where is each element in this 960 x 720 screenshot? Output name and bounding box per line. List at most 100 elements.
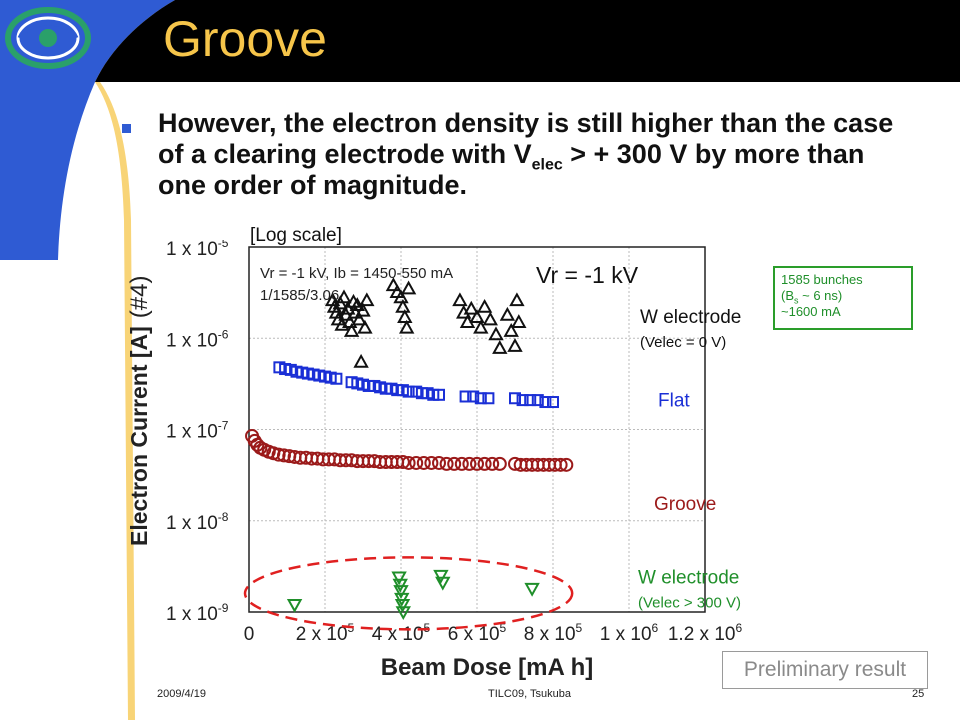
- flat-label: Flat: [658, 390, 690, 411]
- w-electrode-0v-point: [359, 292, 375, 307]
- w-electrode-0v-point: [336, 289, 352, 304]
- groove-point: [401, 455, 416, 470]
- groove-point: [462, 456, 477, 471]
- w-electrode-0v-point: [476, 298, 493, 313]
- w-electrode-0v-point: [385, 277, 402, 292]
- w-electrode-0v-point: [395, 298, 411, 313]
- x-axis-label: Beam Dose [mA h]: [381, 654, 593, 680]
- info-line-2: (Bs ~ 6 ns): [781, 288, 905, 306]
- y-axis-title: Electron Current [A]: [126, 326, 152, 546]
- highlight-ellipse: [243, 556, 574, 631]
- y-axis-label: Electron Current [A] (#4): [126, 276, 153, 546]
- w-electrode-0v-point: [511, 314, 527, 328]
- x-tick-label: 0: [244, 624, 255, 645]
- w-electrode-0v-point: [473, 319, 489, 334]
- w-electrode-0v-point: [463, 300, 479, 315]
- groove-point: [454, 456, 469, 471]
- w-electrode-300v-point: [392, 578, 408, 593]
- plot-frame: [248, 246, 706, 613]
- w-electrode-300v-point: [433, 569, 449, 584]
- flat-point: [467, 390, 480, 403]
- w-electrode-300v-label-condition: (Velec > 300 V): [638, 595, 741, 612]
- groove-point: [447, 456, 462, 471]
- groove-point: [477, 456, 492, 471]
- footer-page-number: 25: [912, 688, 925, 700]
- flat-point: [531, 394, 544, 407]
- y-axis-extra-label: (#4): [126, 276, 153, 319]
- flat-point: [547, 396, 559, 409]
- x-tick-label: 4 x 105: [372, 621, 431, 645]
- bullet-text-part2: > + 300 V by more than one order of magn…: [158, 139, 865, 200]
- w-electrode-0v-point: [482, 311, 498, 326]
- y-tick-label: 1 x 10-8: [166, 510, 229, 534]
- flat-point: [539, 396, 552, 409]
- w-electrode-0v-point: [343, 322, 360, 337]
- groove-point: [395, 455, 410, 470]
- series-labels: W electrode (Velec = 0 V) Flat Groove W elec…: [638, 307, 741, 612]
- x-tick-label: 6 x 105: [448, 621, 507, 645]
- y-tick-label: 1 x 10-5: [166, 240, 229, 260]
- groove-point: [432, 455, 446, 470]
- flat-point: [516, 394, 529, 407]
- inset-annotation: Vr = -1 kV, Ib = 1450-550 mA 1/1585/3.06: [260, 265, 453, 304]
- info-line-3: ~1600 mA: [781, 304, 841, 319]
- w-electrode-300v-point: [395, 606, 411, 621]
- w-electrode-300v-point: [393, 585, 409, 600]
- bullet-text-subscript: elec: [531, 156, 563, 174]
- y-tick-labels: 1 x 10-5 1 x 10-6 1 x 10-7 1 x 10-8 1 x 10-9: [166, 240, 229, 625]
- flat-point: [524, 394, 537, 407]
- groove-point: [439, 456, 454, 471]
- info-line-2-pre: (B: [781, 288, 794, 303]
- groove-point: [416, 455, 431, 470]
- info-line-2-sub: s: [794, 295, 799, 306]
- left-blue-swoosh: [0, 82, 95, 260]
- w-electrode-0v-point: [492, 340, 508, 354]
- groove-point: [485, 456, 500, 471]
- w-electrode-300v-point: [286, 598, 303, 613]
- vr-label: Vr = -1 kV: [536, 262, 639, 288]
- groove-point: [492, 456, 507, 471]
- w-electrode-0v-point: [503, 322, 519, 337]
- log-scale-label: [Log scale]: [250, 225, 342, 246]
- w-electrode-0v-point: [399, 319, 415, 334]
- footer-date: 2009/4/19: [157, 688, 206, 700]
- w-electrode-0v-point: [357, 319, 373, 334]
- title-bar: [95, 0, 960, 82]
- flat-point: [474, 392, 487, 405]
- inset-line-1: Vr = -1 kV, Ib = 1450-550 mA: [260, 265, 453, 282]
- inset-line-2: 1/1585/3.06: [260, 287, 339, 304]
- info-line-1: 1585 bunches: [781, 272, 863, 287]
- groove-point: [559, 457, 574, 472]
- groove-label: Groove: [654, 494, 716, 515]
- flat-point: [459, 390, 472, 403]
- x-tick-label: 8 x 105: [524, 621, 583, 645]
- w-electrode-0v-point: [452, 292, 468, 307]
- bullet-text-part1: However, the electron density is still h…: [158, 108, 894, 169]
- y-tick-label: 1 x 10-7: [166, 419, 229, 443]
- w-electrode-0v-point: [400, 280, 417, 295]
- w-electrode-0v-point: [351, 311, 367, 326]
- slide-title: Groove: [163, 11, 327, 67]
- flat-point: [433, 388, 445, 401]
- w-electrode-0v-point: [353, 353, 369, 368]
- w-electrode-0v-point: [469, 309, 485, 324]
- w-electrode-300v-point: [391, 571, 407, 586]
- w-electrode-0v-label-condition: (Velec = 0 V): [640, 334, 726, 351]
- x-tick-label: 1.2 x 106: [668, 621, 743, 645]
- w-electrode-300v-point: [435, 576, 451, 591]
- w-electrode-0v-point: [499, 306, 516, 321]
- groove-point: [553, 457, 568, 472]
- y-axis-label-text: Electron Current [A] (#4): [126, 276, 153, 546]
- y-tick-label: 1 x 10-6: [166, 327, 229, 351]
- w-electrode-0v-point: [488, 326, 504, 341]
- w-electrode-0v-point: [507, 338, 523, 352]
- w-electrode-0v-point: [397, 309, 413, 324]
- flat-point: [509, 392, 521, 405]
- w-electrode-300v-point: [394, 598, 411, 613]
- w-electrode-0v-point: [355, 302, 371, 317]
- w-electrode-300v-point: [524, 582, 540, 597]
- groove-point: [276, 448, 291, 463]
- bullet-text: However, the electron density is still h…: [158, 108, 918, 201]
- gold-swoosh: [95, 82, 135, 720]
